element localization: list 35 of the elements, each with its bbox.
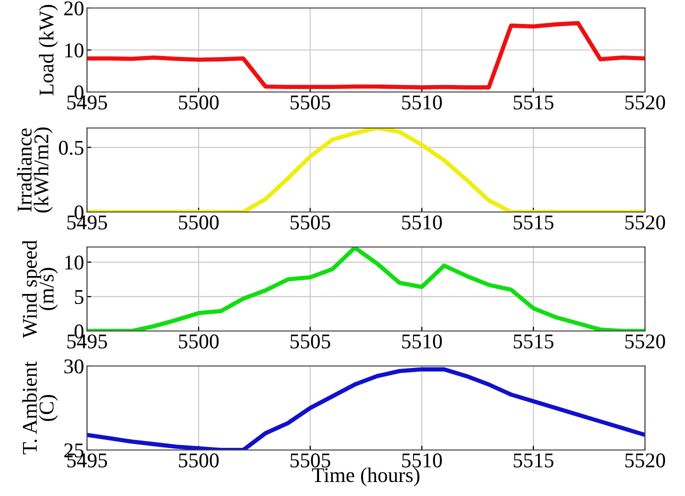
x-tick-label: 5515 bbox=[514, 95, 554, 110]
x-tick-label: 5500 bbox=[178, 95, 219, 110]
y-tick-label: 30 bbox=[64, 359, 84, 374]
x-tick-label: 5505 bbox=[290, 453, 330, 468]
x-tick-label: 5515 bbox=[514, 215, 554, 230]
x-tick-label: 5510 bbox=[402, 95, 442, 110]
x-tick-label: 5500 bbox=[178, 215, 219, 230]
x-tick-label: 5510 bbox=[402, 334, 442, 348]
y-tick-label: 10 bbox=[65, 256, 84, 270]
x-tick-label: 5515 bbox=[514, 453, 554, 468]
y-tick-label: 20 bbox=[64, 1, 84, 16]
y-axis-title: Load (kW) bbox=[38, 4, 58, 96]
x-tick-label: 5520 bbox=[625, 215, 666, 230]
line-series bbox=[87, 367, 645, 450]
x-tick-label: 5505 bbox=[290, 334, 330, 348]
x-tick-label: 5500 bbox=[178, 334, 219, 348]
line-series bbox=[87, 21, 645, 90]
x-tick-label: 5520 bbox=[625, 453, 666, 468]
y-axis-title: Wind speed (m/s) bbox=[22, 240, 58, 338]
x-tick-label: 5520 bbox=[625, 334, 666, 348]
y-axis-title: T. Ambient (C) bbox=[22, 361, 58, 454]
x-tick-label: 5500 bbox=[178, 453, 219, 468]
line-series bbox=[87, 247, 645, 331]
x-tick-label: 5510 bbox=[402, 215, 442, 230]
x-tick-label: 5505 bbox=[290, 215, 330, 230]
y-tick-label: 0.5 bbox=[58, 140, 84, 155]
line-series bbox=[87, 128, 645, 212]
x-tick-label: 5515 bbox=[514, 334, 554, 348]
y-tick-label: 5 bbox=[75, 290, 84, 304]
x-tick-label: 5505 bbox=[290, 95, 330, 110]
x-tick-label: 5520 bbox=[625, 95, 666, 110]
y-axis-title: Irradiance (kWh/m2) bbox=[17, 128, 53, 212]
x-tick-label: 5510 bbox=[402, 453, 442, 468]
y-tick-label: 10 bbox=[65, 43, 84, 58]
x-axis-title: Time (hours) bbox=[312, 468, 420, 486]
